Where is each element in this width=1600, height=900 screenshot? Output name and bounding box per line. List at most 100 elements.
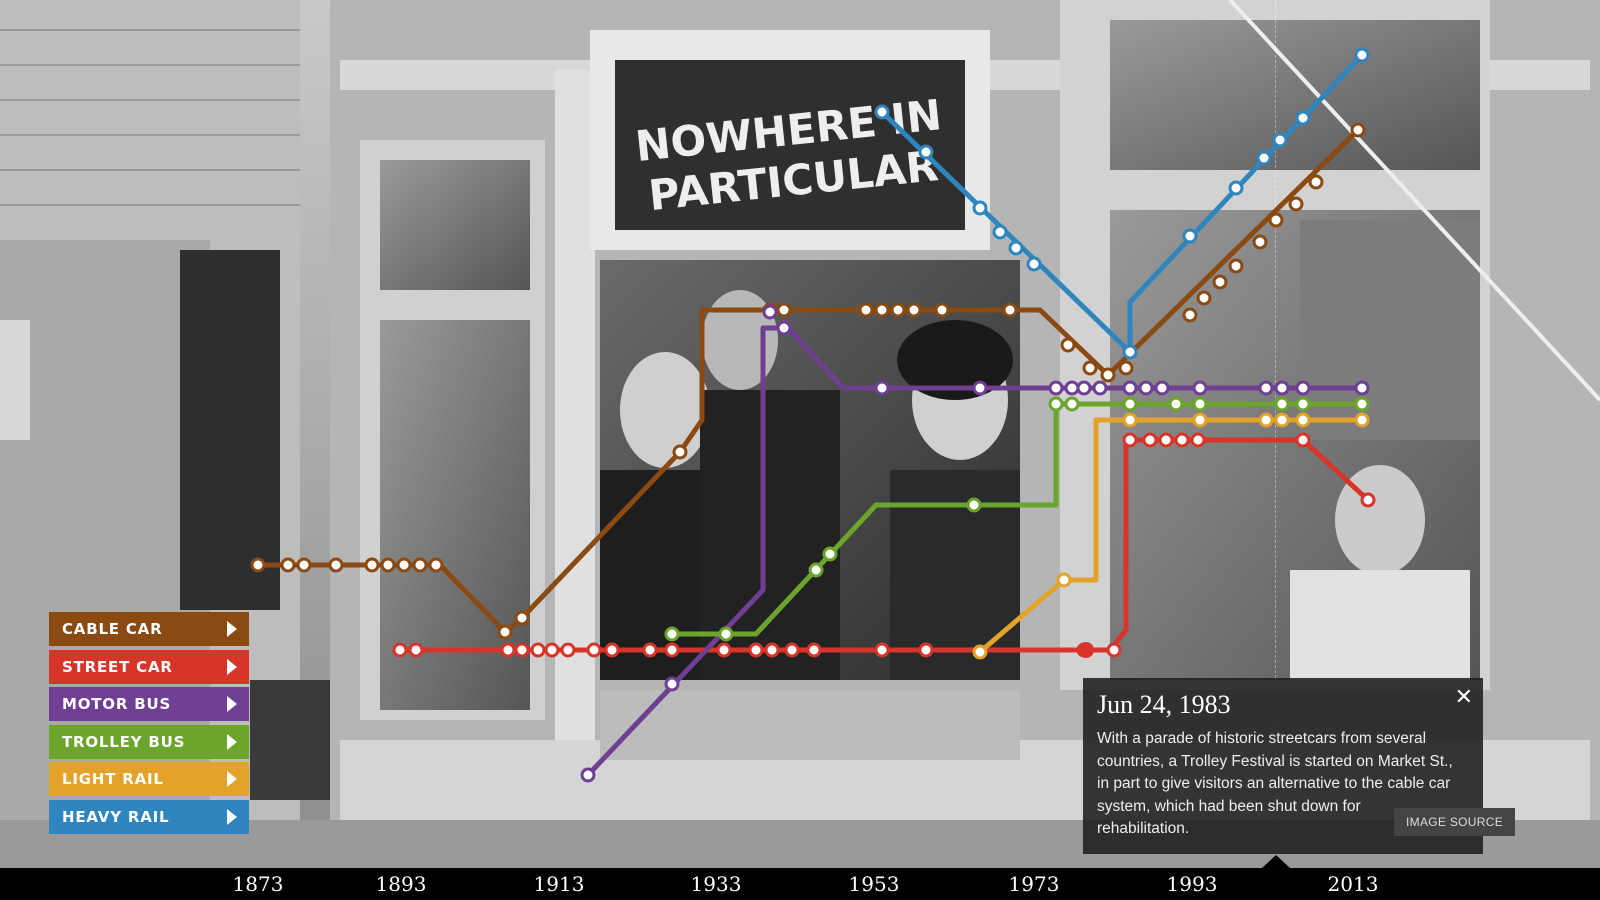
event-dot[interactable] [1295,412,1311,428]
event-dot[interactable] [1142,432,1158,448]
event-dot[interactable] [764,642,780,658]
event-dot[interactable] [364,557,380,573]
event-dot[interactable] [514,642,530,658]
event-dot[interactable] [1274,380,1290,396]
event-dot[interactable] [1122,412,1138,428]
event-dot[interactable] [874,302,890,318]
event-dot[interactable] [296,557,312,573]
event-dot[interactable] [918,642,934,658]
event-dot[interactable] [664,676,680,692]
active-event-dot[interactable] [1078,642,1094,658]
event-dot[interactable] [500,642,516,658]
event-dot[interactable] [642,642,658,658]
event-dot[interactable] [1082,360,1098,376]
event-dot[interactable] [1122,396,1138,412]
close-icon[interactable]: ✕ [1454,684,1473,709]
event-dot[interactable] [1174,432,1190,448]
event-dot[interactable] [514,610,530,626]
event-dot[interactable] [1192,412,1208,428]
legend-item-trolley-bus[interactable]: TROLLEY BUS [49,724,249,759]
event-dot[interactable] [1228,180,1244,196]
event-dot[interactable] [1048,396,1064,412]
image-source-button[interactable]: IMAGE SOURCE [1394,808,1515,836]
event-dot[interactable] [1100,367,1116,383]
event-dot[interactable] [1295,110,1311,126]
event-dot[interactable] [1182,228,1198,244]
event-dot[interactable] [1168,396,1184,412]
event-dot[interactable] [396,557,412,573]
event-dot[interactable] [808,562,824,578]
event-dot[interactable] [1354,380,1370,396]
event-dot[interactable] [776,320,792,336]
event-dot[interactable] [1092,380,1108,396]
event-dot[interactable] [1258,380,1274,396]
legend-item-motor-bus[interactable]: MOTOR BUS [49,687,249,722]
event-dot[interactable] [784,642,800,658]
event-dot[interactable] [250,557,266,573]
event-dot[interactable] [1002,302,1018,318]
event-dot[interactable] [392,642,408,658]
event-dot[interactable] [972,644,988,660]
event-dot[interactable] [1154,380,1170,396]
event-dot[interactable] [718,626,734,642]
event-dot[interactable] [1190,432,1206,448]
event-dot[interactable] [1272,132,1288,148]
event-dot[interactable] [1268,212,1284,228]
event-dot[interactable] [1274,412,1290,428]
event-dot[interactable] [806,642,822,658]
event-dot[interactable] [408,642,424,658]
event-dot[interactable] [1196,290,1212,306]
event-dot[interactable] [716,642,732,658]
event-dot[interactable] [1295,432,1311,448]
event-dot[interactable] [280,557,296,573]
event-dot[interactable] [1308,174,1324,190]
legend-item-cable-car[interactable]: CABLE CAR [49,612,249,646]
event-dot[interactable] [1106,642,1122,658]
event-dot[interactable] [1076,380,1092,396]
event-dot[interactable] [906,302,922,318]
event-dot[interactable] [776,302,792,318]
event-dot[interactable] [380,557,396,573]
event-dot[interactable] [1060,337,1076,353]
legend-item-light-rail[interactable]: LIGHT RAIL [49,762,249,797]
event-dot[interactable] [874,380,890,396]
event-dot[interactable] [874,104,890,120]
event-dot[interactable] [428,557,444,573]
event-dot[interactable] [560,642,576,658]
event-dot[interactable] [1295,380,1311,396]
event-dot[interactable] [1138,380,1154,396]
event-dot[interactable] [1256,150,1272,166]
event-dot[interactable] [918,144,934,160]
event-dot[interactable] [664,642,680,658]
event-dot[interactable] [580,767,596,783]
event-dot[interactable] [1122,344,1138,360]
event-dot[interactable] [858,302,874,318]
event-dot[interactable] [1182,307,1198,323]
event-dot[interactable] [966,497,982,513]
event-dot[interactable] [1026,256,1042,272]
event-dot[interactable] [1288,196,1304,212]
event-dot[interactable] [762,304,778,320]
event-dot[interactable] [1118,360,1134,376]
event-dot[interactable] [1192,396,1208,412]
event-dot[interactable] [328,557,344,573]
event-dot[interactable] [1008,240,1024,256]
event-dot[interactable] [497,624,513,640]
legend-item-street-car[interactable]: STREET CAR [49,649,249,684]
event-dot[interactable] [1064,380,1080,396]
event-dot[interactable] [1228,258,1244,274]
event-dot[interactable] [1258,412,1274,428]
event-dot[interactable] [530,642,546,658]
event-dot[interactable] [1122,380,1138,396]
event-dot[interactable] [874,642,890,658]
event-dot[interactable] [822,546,838,562]
event-dot[interactable] [1274,396,1290,412]
event-dot[interactable] [1295,396,1311,412]
event-dot[interactable] [1122,432,1138,448]
event-dot[interactable] [664,626,680,642]
event-dot[interactable] [1048,380,1064,396]
event-dot[interactable] [992,224,1008,240]
event-dot[interactable] [1192,380,1208,396]
event-dot[interactable] [1252,234,1268,250]
event-dot[interactable] [972,200,988,216]
